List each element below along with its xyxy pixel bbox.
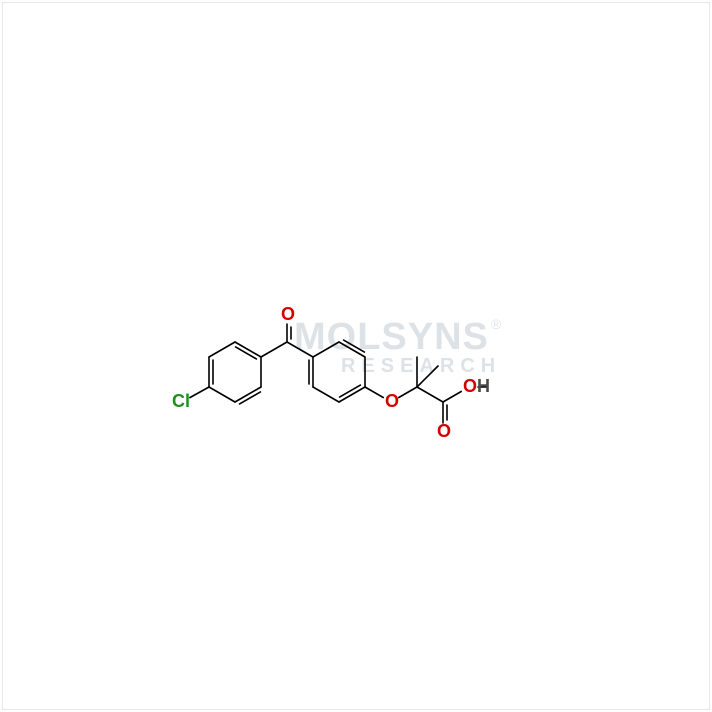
molecule-structure xyxy=(0,0,712,712)
atom-O2: O xyxy=(385,392,399,410)
atom-O1: O xyxy=(281,305,295,323)
atom-O3: O xyxy=(437,422,451,440)
atom-Hx: H xyxy=(477,377,490,395)
atom-Cl: Cl xyxy=(172,392,190,410)
atom-O4: O xyxy=(463,377,477,395)
